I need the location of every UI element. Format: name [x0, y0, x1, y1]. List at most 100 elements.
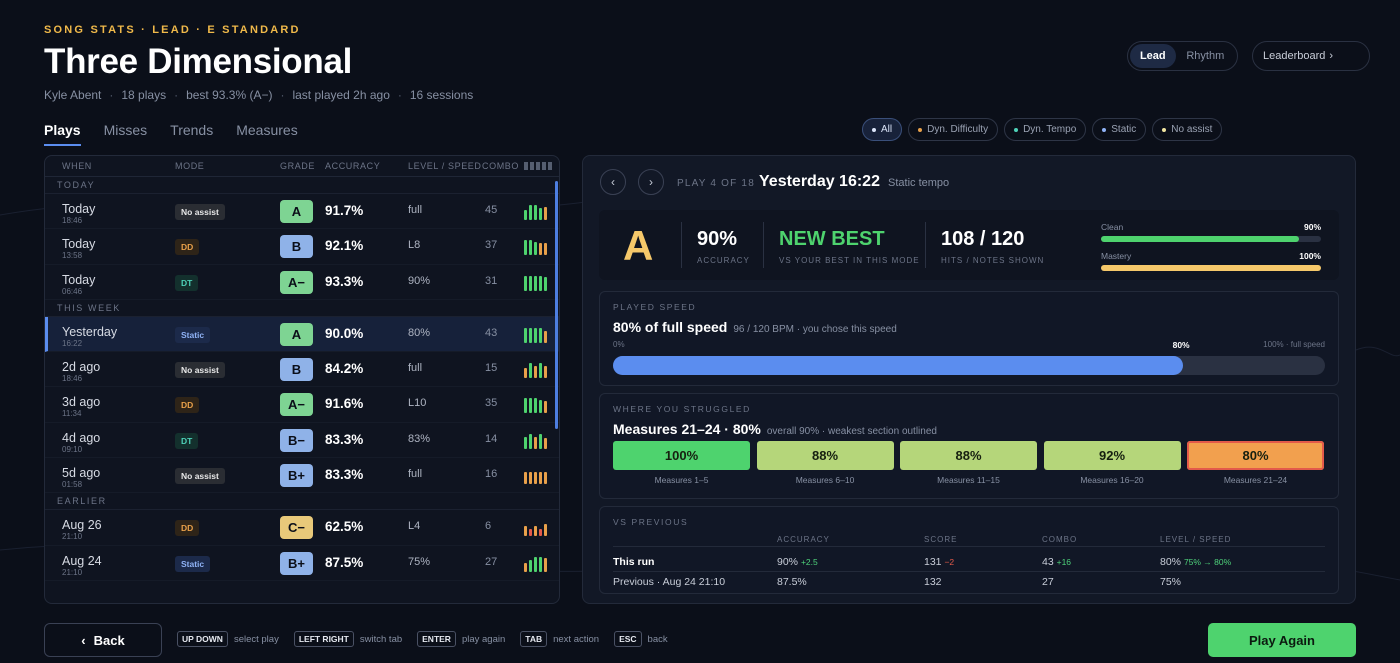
measure-score: 80%: [1187, 441, 1324, 470]
vs-previous-card: VS PREVIOUS ACCURACY SCORE COMBO LEVEL /…: [599, 506, 1339, 594]
struggle-label: WHERE YOU STRUGGLED: [613, 404, 751, 414]
section-header: THIS WEEK: [45, 300, 559, 317]
measure-section[interactable]: 88% Measures 11–15: [900, 441, 1037, 485]
filter-chip[interactable]: Static: [1092, 118, 1147, 141]
play-level: full: [408, 468, 423, 481]
play-time: Yesterday 16:22: [759, 173, 880, 190]
measure-section[interactable]: 80% Measures 21–24: [1187, 441, 1324, 485]
mastery-fill: [1101, 265, 1321, 271]
grade-badge: C−: [280, 516, 313, 540]
play-row[interactable]: 2d ago 18:46 No assist B 84.2% full 15: [45, 352, 559, 388]
play-accuracy: 91.7%: [325, 203, 364, 218]
combo-sparkline: [524, 433, 547, 449]
divider: [613, 546, 1325, 547]
measure-score: 92%: [1043, 441, 1181, 470]
combo-sparkline: [524, 520, 547, 537]
play-accuracy: 91.6%: [325, 396, 364, 412]
play-time: 01:58: [62, 480, 83, 490]
prev-play-button[interactable]: ‹: [600, 169, 626, 195]
mode-badge: DT: [175, 274, 199, 291]
speed-marker: 80%: [1172, 340, 1190, 350]
spark-bar: [529, 327, 532, 343]
divider: [613, 571, 1325, 572]
combo-sparkline: [524, 327, 547, 343]
spark-bar: [529, 398, 532, 414]
play-row[interactable]: 5d ago 01:58 No assist B+ 83.3% full 16: [45, 458, 559, 494]
spark-bar: [534, 472, 537, 485]
tab-trends[interactable]: Trends: [170, 122, 214, 138]
spark-bar: [544, 524, 547, 537]
play-row[interactable]: 3d ago 11:34 DD A− 91.6% L10 35: [45, 387, 559, 423]
play-combo: 14: [485, 432, 498, 445]
measure-section[interactable]: 88% Measures 6–10: [756, 441, 894, 485]
play-time: 11:34: [62, 409, 82, 419]
back-button[interactable]: ‹ Back: [44, 623, 162, 657]
play-accuracy: 62.5%: [325, 519, 364, 535]
play-row[interactable]: Today 06:46 DT A− 93.3% 90% 31: [45, 265, 559, 300]
best-score: best 93.3% (A−): [186, 88, 273, 102]
vs-col-combo: COMBO: [1042, 535, 1078, 544]
leaderboard-button[interactable]: Leaderboard ›: [1252, 41, 1370, 71]
spark-bar: [539, 208, 542, 220]
play-row[interactable]: 4d ago 09:10 DT B− 83.3% 83% 14: [45, 423, 559, 459]
spark-bar: [524, 436, 527, 449]
plays-list: WHEN MODE GRADE ACCURACY LEVEL / SPEED C…: [44, 155, 560, 604]
play-combo: 45: [485, 204, 498, 216]
play-combo: 35: [485, 397, 498, 410]
play-row[interactable]: Today 13:58 DD B 92.1% L8 37: [45, 229, 559, 265]
spark-bar: [524, 472, 527, 485]
key-cap: TAB: [520, 631, 548, 647]
filter-chip[interactable]: Dyn. Tempo: [1004, 118, 1087, 141]
spark-bar: [534, 366, 537, 379]
keyboard-hints: UP DOWN select play LEFT RIGHT switch tab EN…: [177, 631, 668, 647]
stats-tabs: Plays Misses Trends Measures: [44, 122, 298, 146]
play-detail: ‹ › PLAY 4 OF 18 Yesterday 16:22 Static …: [582, 155, 1356, 604]
struggle-title: Measures 21–24 · 80% overall 90% · weakes…: [613, 421, 937, 437]
rhythm-option[interactable]: Rhythm: [1186, 50, 1225, 62]
played-speed-card: PLAYED SPEED 80% of full speed 96 / 120 B…: [599, 291, 1339, 386]
mode-badge: No assist: [175, 362, 225, 379]
play-row[interactable]: Aug 24 21:10 Static B+ 87.5% 75% 27: [45, 546, 559, 581]
play-row[interactable]: Today 18:46 No assist A 91.7% full 45: [45, 194, 559, 230]
play-when: Today: [62, 272, 96, 287]
grade-badge: B+: [280, 551, 313, 575]
tab-misses[interactable]: Misses: [103, 122, 148, 138]
tab-measures[interactable]: Measures: [236, 122, 298, 138]
spark-bar: [534, 436, 537, 449]
list-scrollbar[interactable]: [555, 181, 558, 429]
filter-chip[interactable]: No assist: [1152, 118, 1223, 141]
filter-chip[interactable]: All: [862, 118, 903, 141]
lead-option[interactable]: Lead: [1130, 44, 1176, 68]
measure-score: 88%: [900, 441, 1037, 470]
play-time: 09:10: [62, 444, 83, 454]
spark-bar: [544, 472, 547, 485]
measure-section[interactable]: 100% Measures 1–5: [613, 441, 750, 485]
play-combo: 43: [485, 326, 498, 339]
tab-plays[interactable]: Plays: [44, 122, 81, 146]
spark-bar: [524, 240, 527, 256]
speed-track: [613, 356, 1325, 375]
key-cap: LEFT RIGHT: [293, 631, 354, 647]
key-action: back: [647, 633, 668, 645]
dot-icon: [1162, 127, 1167, 132]
spark-bar: [524, 525, 527, 537]
next-play-button[interactable]: ›: [638, 169, 664, 195]
clean-progress: Clean 90%: [1101, 222, 1321, 242]
play-row[interactable]: Yesterday 16:22 Static A 90.0% 80% 43: [45, 316, 559, 353]
spark-bar: [544, 243, 547, 256]
measure-label: Measures 1–5: [654, 475, 709, 485]
col-grade: GRADE: [280, 161, 316, 171]
measure-section[interactable]: 92% Measures 16–20: [1043, 441, 1181, 485]
mode-badge: DD: [175, 239, 200, 256]
play-row[interactable]: Aug 26 21:10 DD C− 62.5% L4 6: [45, 510, 559, 546]
chevron-right-icon: ›: [1329, 50, 1334, 62]
play-again-button[interactable]: Play Again: [1208, 623, 1356, 657]
play-level: 80%: [408, 326, 431, 339]
chevron-left-icon: ‹: [81, 632, 86, 648]
col-accuracy: ACCURACY: [325, 161, 381, 171]
filter-chip[interactable]: Dyn. Difficulty: [908, 118, 999, 141]
spark-bar: [534, 327, 537, 343]
key-cap: ENTER: [417, 631, 456, 647]
play-level: L8: [408, 239, 421, 252]
song-eyebrow: SONG STATS · LEAD · E STANDARD: [44, 24, 301, 36]
